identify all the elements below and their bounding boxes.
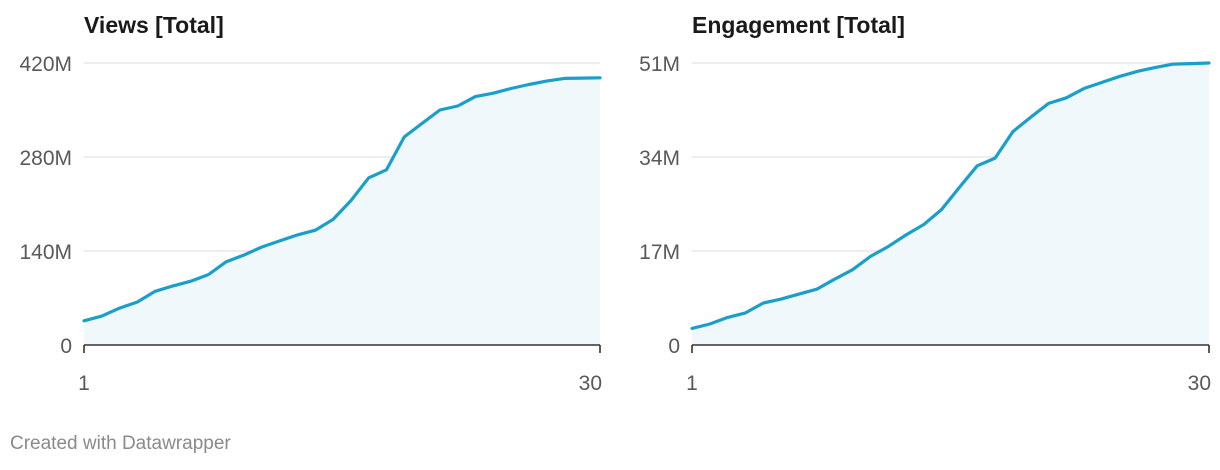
engagement-series-line xyxy=(690,61,1211,330)
engagement-y-tick-label: 0 xyxy=(668,335,680,358)
views-x-tick-label: 30 xyxy=(579,372,602,395)
views-series-line xyxy=(82,76,602,323)
engagement-y-tick-label: 51M xyxy=(639,53,680,76)
engagement-y-tick-label: 34M xyxy=(639,147,680,170)
views-y-tick-label: 0 xyxy=(60,335,72,358)
views-chart-panel: 0 140M 280M 420M Views [Total] 1 30 xyxy=(19,12,602,395)
engagement-x-tick-label: 1 xyxy=(686,372,698,395)
views-y-tick-label: 280M xyxy=(19,147,72,170)
views-y-tick-label: 420M xyxy=(19,53,72,76)
views-x-tick-label: 1 xyxy=(78,372,90,395)
engagement-series-area xyxy=(692,63,1209,345)
engagement-x-tick-label: 30 xyxy=(1188,372,1211,395)
engagement-chart-title: Engagement [Total] xyxy=(692,12,905,38)
engagement-y-tick-label: 17M xyxy=(639,241,680,264)
views-chart-title: Views [Total] xyxy=(84,12,224,38)
datawrapper-credit: Created with Datawrapper xyxy=(10,433,231,454)
views-y-tick-label: 140M xyxy=(19,241,72,264)
engagement-chart-panel: 0 17M 34M 51M Engagement [Total] 1 30 xyxy=(639,12,1211,395)
